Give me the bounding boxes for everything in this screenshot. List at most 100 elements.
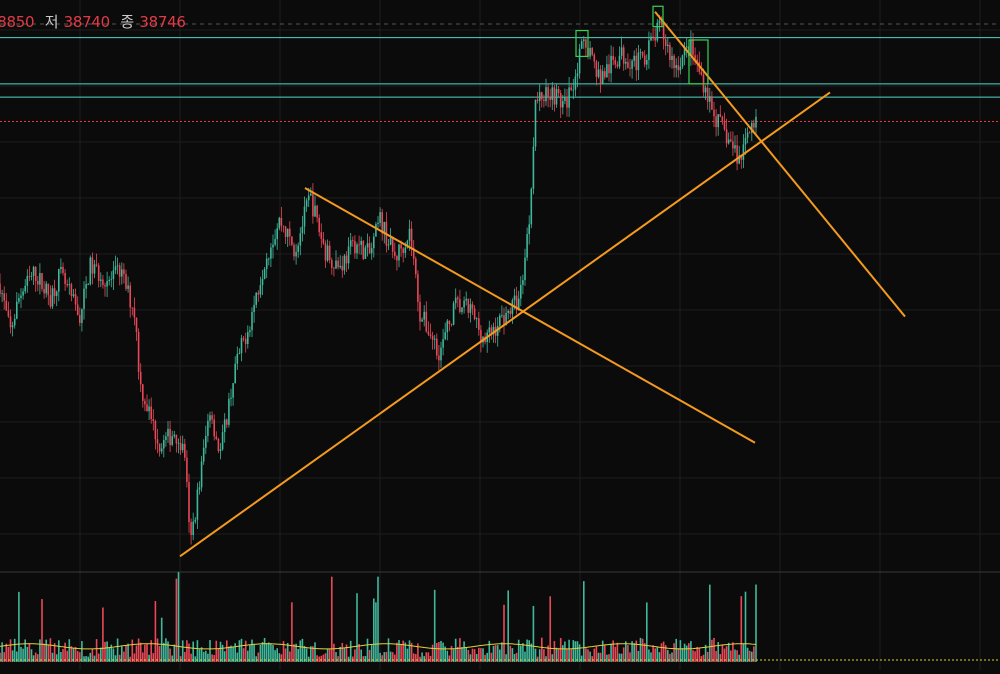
volume-bar xyxy=(496,645,499,662)
volume-bar xyxy=(648,649,650,662)
volume-bar xyxy=(135,645,138,662)
volume-bar xyxy=(89,652,92,662)
volume-bar xyxy=(307,656,310,662)
candle-body xyxy=(412,247,415,259)
candle-body xyxy=(110,279,113,280)
volume-bar xyxy=(505,654,507,662)
candle-body xyxy=(730,139,732,142)
candle-body xyxy=(91,257,94,274)
volume-bar xyxy=(562,645,564,662)
volume-bar xyxy=(72,648,75,662)
volume-bar xyxy=(116,638,119,662)
trendline xyxy=(304,187,756,444)
candle-body xyxy=(41,273,43,289)
volume-bar xyxy=(400,644,402,662)
volume-bar xyxy=(566,648,568,662)
volume-bar xyxy=(646,602,648,662)
volume-bar xyxy=(106,641,108,662)
candle-body xyxy=(238,353,241,355)
candle-body xyxy=(379,212,381,223)
candle-body xyxy=(169,428,171,445)
candle-body xyxy=(93,264,96,274)
candle-body xyxy=(402,248,404,253)
candle-body xyxy=(165,436,167,441)
candle-body xyxy=(79,315,81,323)
candle-body xyxy=(102,279,104,286)
volume-bar xyxy=(211,654,213,662)
candle-body xyxy=(706,87,709,102)
volume-bar xyxy=(696,646,698,662)
volume-bar xyxy=(364,655,367,662)
candle-body xyxy=(646,59,648,65)
volume-bar xyxy=(356,593,358,662)
candle-body xyxy=(47,283,50,296)
candle-body xyxy=(635,55,638,71)
candle-body xyxy=(5,300,8,311)
candle-body xyxy=(394,251,396,256)
candle-body xyxy=(247,332,249,344)
volume-bar xyxy=(576,641,579,662)
candle-body xyxy=(738,155,740,164)
candle-body xyxy=(625,61,627,64)
volume-bar xyxy=(146,643,148,662)
candle-body xyxy=(268,258,270,260)
candle-body xyxy=(679,66,682,71)
candle-body xyxy=(675,65,677,69)
candle-body xyxy=(55,291,58,297)
volume-bar xyxy=(375,602,377,662)
candle-body xyxy=(255,292,257,305)
volume-bar xyxy=(404,642,407,662)
volume-bar xyxy=(175,578,178,662)
candle-body xyxy=(49,295,52,307)
volume-bar xyxy=(599,652,602,662)
candle-body xyxy=(543,99,545,102)
volume-bar xyxy=(730,650,732,662)
volume-bar xyxy=(570,648,572,662)
volume-bar xyxy=(515,652,518,662)
volume-bar xyxy=(463,641,465,662)
candle-body xyxy=(51,288,54,307)
candle-body xyxy=(45,283,47,294)
candle-body xyxy=(599,69,602,84)
candle-body xyxy=(242,338,245,339)
volume-bar xyxy=(379,652,381,662)
volume-bar xyxy=(219,641,222,662)
candle-body xyxy=(251,312,253,331)
volume-bar xyxy=(675,638,677,662)
volume-bar xyxy=(538,649,541,662)
volume-bar xyxy=(320,655,323,662)
candle-body xyxy=(139,371,142,385)
volume-bar xyxy=(637,650,640,662)
candle-body xyxy=(471,304,474,309)
candle-body xyxy=(751,122,753,133)
volume-bar xyxy=(585,648,587,662)
candle-body xyxy=(175,434,178,444)
trendlines xyxy=(179,11,906,558)
candle-body xyxy=(683,47,686,56)
volume-bar xyxy=(299,640,302,662)
volume-bar xyxy=(450,645,453,662)
candle-body xyxy=(263,268,266,279)
candle-body xyxy=(650,36,652,41)
candle-body xyxy=(713,109,715,117)
candle-body xyxy=(585,39,587,48)
volume-bar xyxy=(534,648,537,662)
volume-bar xyxy=(32,655,35,662)
candle-body xyxy=(734,145,736,149)
volume-bar xyxy=(194,656,197,662)
volume-bar xyxy=(148,654,150,662)
volume-bar xyxy=(591,656,593,662)
volume-bar xyxy=(641,638,644,662)
candle-body xyxy=(591,47,593,55)
candle-body xyxy=(656,22,659,41)
candle-body xyxy=(16,301,18,319)
volume-bar xyxy=(610,643,612,662)
candle-body xyxy=(419,301,421,322)
volume-bar xyxy=(522,643,524,662)
candle-body xyxy=(20,295,22,298)
candle-body xyxy=(711,96,713,110)
candle-body xyxy=(673,55,675,69)
candle-body xyxy=(629,67,631,69)
volume-bar xyxy=(11,650,14,662)
candle-body xyxy=(303,206,306,227)
